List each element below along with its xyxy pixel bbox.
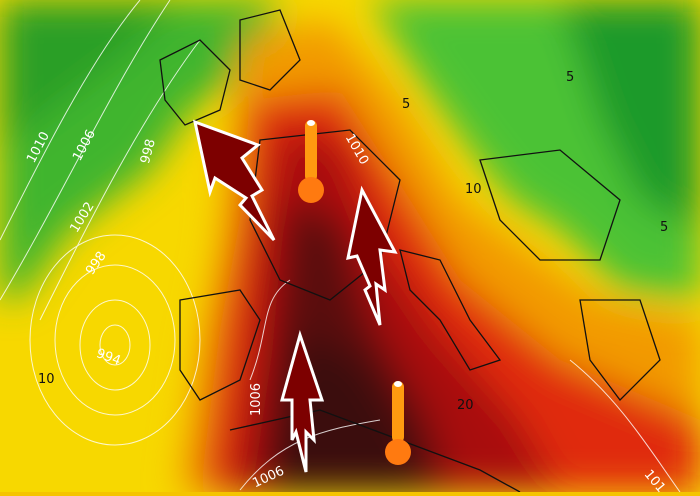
warm-air-arrows xyxy=(192,119,398,473)
warm-air-arrow-icon xyxy=(192,119,276,242)
temperature-label: 10 xyxy=(38,372,55,387)
temperature-label: 20 xyxy=(457,398,474,413)
temperature-label: 5 xyxy=(402,97,411,112)
thermometer-icon xyxy=(298,120,324,203)
thermometer-icon xyxy=(385,381,411,465)
warm-air-arrow-icon xyxy=(346,185,398,326)
temperature-label: 5 xyxy=(660,220,669,235)
isobars xyxy=(0,0,681,492)
isobar-label: 1006 xyxy=(249,382,265,417)
warm-air-arrow-icon xyxy=(280,329,325,473)
temperature-label: 5 xyxy=(566,70,575,85)
temperature-label: 10 xyxy=(465,182,482,197)
